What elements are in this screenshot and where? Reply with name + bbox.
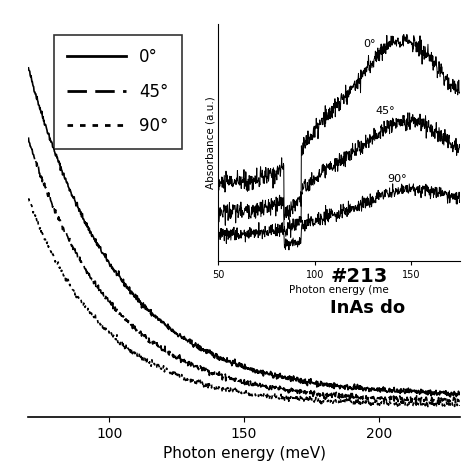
X-axis label: Photon energy (meV): Photon energy (meV) bbox=[163, 447, 326, 461]
Text: InAs do: InAs do bbox=[330, 300, 405, 317]
Y-axis label: Absorbance (a.u.): Absorbance (a.u.) bbox=[205, 96, 215, 189]
Text: 45°: 45° bbox=[375, 106, 395, 116]
Text: 90°: 90° bbox=[387, 174, 407, 184]
Text: 0°: 0° bbox=[363, 39, 375, 49]
Legend: 0°, 45°, 90°: 0°, 45°, 90° bbox=[54, 35, 182, 149]
X-axis label: Photon energy (me: Photon energy (me bbox=[289, 285, 389, 295]
Text: #213: #213 bbox=[330, 266, 388, 286]
